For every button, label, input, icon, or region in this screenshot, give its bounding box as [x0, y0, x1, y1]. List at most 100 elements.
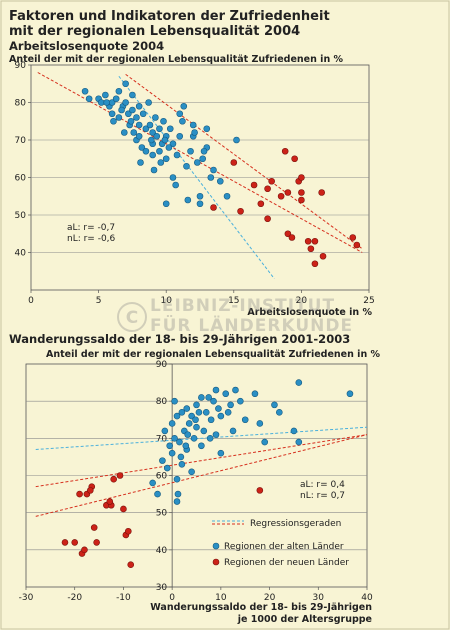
- chart1-point-alte: [115, 114, 123, 121]
- chart2-point-alte: [182, 442, 190, 450]
- chart2-point-neue: [87, 487, 94, 494]
- chart2-point-alte: [188, 468, 195, 476]
- chart2-xlabel-line1: Wanderungssaldo der 18- bis 29-Jährigen: [150, 602, 372, 613]
- chart1-xtick-label: 5: [96, 296, 102, 306]
- chart1-point-alte: [169, 140, 177, 148]
- chart1-point-neue: [298, 196, 305, 204]
- chart1-point-neue: [311, 260, 319, 268]
- chart1-point-alte: [203, 125, 211, 133]
- chart1-point-neue: [319, 252, 327, 260]
- chart2-point-alte: [229, 427, 237, 435]
- chart2-point-neue: [256, 487, 264, 494]
- chart1-point-alte: [179, 117, 186, 125]
- chart1-point-alte: [129, 106, 136, 114]
- chart2-point-alte: [193, 423, 200, 431]
- chart1-point-alte: [146, 121, 154, 129]
- chart1-point-alte: [108, 110, 116, 118]
- chart2-point-alte: [185, 420, 193, 427]
- chart1-point-alte: [110, 117, 117, 125]
- chart2-point-neue: [76, 490, 83, 498]
- chart2-ytick-label: 40: [156, 546, 168, 556]
- chart1-point-alte: [120, 129, 128, 136]
- chart2-point-alte: [171, 435, 178, 442]
- copyright-icon: [117, 302, 147, 332]
- chart2-point-alte: [198, 442, 205, 450]
- chart1-point-alte: [142, 147, 150, 155]
- chart2-point-neue: [81, 546, 88, 554]
- chart1-title: Arbeitslosenquote 2004: [9, 39, 164, 53]
- chart1-point-alte: [150, 166, 158, 174]
- chart2-xtick-label: 0: [169, 593, 175, 603]
- legend-neue-label: Regionen der neuen Länder: [224, 558, 349, 568]
- chart1-point-alte: [142, 125, 150, 133]
- chart1-point-alte: [122, 80, 129, 88]
- chart1-point-neue: [277, 192, 285, 200]
- chart1-point-alte: [148, 136, 155, 144]
- chart2-point-alte: [166, 442, 174, 450]
- chart2-point-alte: [184, 431, 192, 438]
- chart1-point-alte: [115, 87, 123, 95]
- chart2-xtick-label: 10: [215, 593, 227, 603]
- chart1-annotation-neue: nL: r= -0,6: [67, 234, 116, 244]
- chart1-ylabel: Anteil der mit der regionalen Lebensqual…: [9, 54, 344, 65]
- chart1-point-alte: [169, 174, 177, 181]
- chart1-xtick-label: 0: [28, 296, 34, 306]
- chart2-ytick-label: 30: [156, 583, 168, 593]
- chart2-point-alte: [276, 409, 283, 416]
- chart2-regression-alte: [35, 426, 368, 450]
- chart2-ytick-label: 90: [156, 360, 168, 370]
- chart1-point-neue: [284, 230, 292, 238]
- chart2-point-alte: [200, 427, 208, 435]
- legend-marker-alte: [212, 542, 220, 550]
- chart1-point-alte: [223, 192, 231, 200]
- chart2-point-alte: [256, 420, 264, 427]
- chart2-point-alte: [176, 438, 183, 446]
- chart2-point-alte: [173, 412, 181, 420]
- chart1-point-neue: [291, 155, 298, 163]
- chart1-point-neue: [307, 245, 315, 253]
- chart2-xtick-label: -20: [67, 593, 82, 603]
- chart1-point-alte: [139, 110, 147, 118]
- chart1-point-alte: [173, 151, 181, 159]
- chart2-ytick-label: 70: [156, 434, 168, 444]
- chart1-point-neue: [264, 215, 271, 223]
- chart2-point-alte: [168, 420, 176, 427]
- chart1-point-alte: [137, 159, 144, 166]
- chart2-annotation-alte: aL: r= 0,4: [300, 480, 345, 490]
- chart1-regression-neue: [125, 73, 363, 250]
- chart2-point-alte: [210, 397, 217, 405]
- chart2-point-alte: [346, 390, 354, 398]
- chart1-point-alte: [85, 95, 93, 103]
- chart1-point-alte: [196, 192, 204, 200]
- chart2-point-alte: [193, 401, 200, 409]
- chart1-ytick-label: 80: [15, 99, 27, 109]
- chart2-point-neue: [116, 472, 124, 479]
- chart1-point-neue: [237, 207, 244, 215]
- legend-alte-label: Regionen der alten Länder: [224, 542, 344, 552]
- chart2-point-neue: [71, 539, 79, 546]
- chart1-point-neue: [353, 241, 361, 249]
- chart1-point-alte: [135, 121, 143, 129]
- chart2-ylabel: Anteil der mit der regionalen Lebensqual…: [46, 349, 381, 360]
- chart2-point-neue: [61, 539, 69, 546]
- chart1-point-neue: [284, 189, 292, 196]
- chart1-point-alte: [233, 136, 240, 144]
- chart1-xtick-label: 25: [363, 296, 374, 306]
- chart2-point-alte: [202, 409, 210, 416]
- chart2-point-alte: [183, 405, 191, 412]
- chart1-point-alte: [176, 110, 184, 118]
- chart2-point-alte: [171, 397, 178, 405]
- chart2-point-alte: [217, 412, 225, 420]
- chart1-point-alte: [149, 129, 156, 136]
- chart1-point-alte: [165, 144, 173, 151]
- chart1-point-alte: [157, 159, 165, 166]
- chart1-point-neue: [250, 181, 258, 189]
- chart2-plot: 30 40 50 60 70 80 90 -30 -20 -10 0 10 20 30 40: [19, 360, 373, 603]
- chart1-point-alte: [130, 129, 138, 136]
- chart2-point-alte: [237, 397, 244, 405]
- chart2-point-alte: [174, 490, 182, 498]
- chart1-point-alte: [133, 114, 140, 121]
- chart2-ytick-label: 60: [156, 472, 168, 482]
- chart2-ytick-label: 80: [156, 397, 168, 407]
- watermark-line1: LEIBNIZ-INSTITUT: [150, 296, 335, 316]
